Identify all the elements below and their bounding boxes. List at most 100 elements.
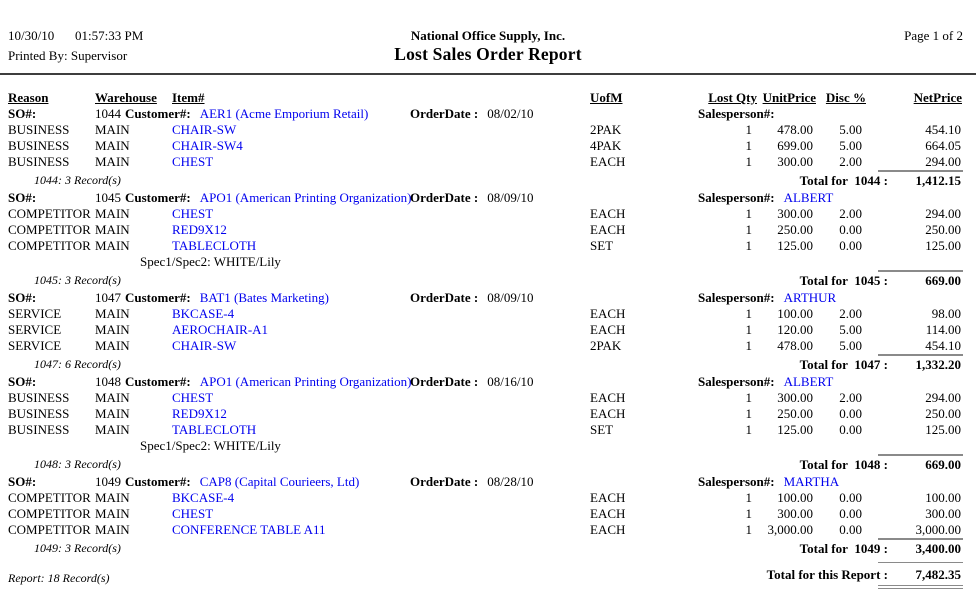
order-date-cell: OrderDate : 08/02/10: [410, 106, 533, 122]
item-link[interactable]: CHEST: [172, 154, 214, 169]
group-footer-row: 1047: 6 Record(s) Total for 1047 : 1,332.2…: [0, 354, 976, 372]
lost-qty-cell: 1: [745, 506, 753, 521]
group-total-value: 669.00: [925, 273, 961, 288]
salesperson-cell: Salesperson#: ALBERT: [698, 374, 833, 390]
uofm-cell: EACH: [590, 206, 626, 221]
customer-link[interactable]: BAT1 (Bates Marketing): [199, 290, 329, 305]
salesperson-label: Salesperson#:: [698, 106, 775, 121]
item-link[interactable]: CHEST: [172, 390, 214, 405]
unit-price-cell: 699.00: [777, 138, 813, 153]
unit-price-cell: 100.00: [777, 306, 813, 321]
item-link[interactable]: BKCASE-4: [172, 306, 235, 321]
net-price-cell: 114.00: [925, 322, 961, 337]
print-time: 01:57:33 PM: [75, 28, 144, 43]
reason-cell: BUSINESS: [8, 154, 70, 169]
salesperson-link[interactable]: ALBERT: [783, 374, 834, 389]
customer-label: Customer#:: [125, 190, 191, 205]
item-link[interactable]: CHEST: [172, 506, 214, 521]
item-link[interactable]: RED9X12: [172, 222, 227, 237]
item-link[interactable]: CHAIR-SW4: [172, 138, 243, 153]
order-date-label: OrderDate :: [410, 374, 479, 389]
disc-cell: 2.00: [839, 206, 862, 221]
salesperson-link[interactable]: ARTHUR: [783, 290, 837, 305]
customer-link[interactable]: AER1 (Acme Emporium Retail): [199, 106, 369, 121]
reason-cell: BUSINESS: [8, 138, 70, 153]
salesperson-link[interactable]: ALBERT: [783, 190, 834, 205]
so-label: SO#:: [8, 190, 37, 205]
lost-qty-cell: 1: [745, 338, 753, 353]
net-price-cell: 125.00: [925, 238, 961, 253]
column-header-net-price: NetPrice: [913, 90, 962, 105]
item-row: SERVICE MAIN CHAIR-SW 2PAK 1 478.00 5.00 454.10: [0, 338, 976, 354]
order-date-value: 08/09/10: [487, 190, 534, 205]
net-price-cell: 454.10: [925, 122, 961, 137]
order-date-value: 08/28/10: [487, 474, 534, 489]
reason-cell: COMPETITOR: [8, 206, 91, 221]
item-link[interactable]: TABLECLOTH: [172, 238, 257, 253]
warehouse-cell: MAIN: [95, 122, 130, 137]
so-header-row: SO#: 1048 Customer#: APO1 (American Printin…: [0, 374, 976, 390]
customer-label: Customer#:: [125, 290, 191, 305]
page-indicator: Page 1 of 2: [904, 28, 963, 43]
reason-cell: COMPETITOR: [8, 506, 91, 521]
customer-cell: Customer#: APO1 (American Printing Organi…: [125, 190, 411, 206]
report-footer: Report: 18 Record(s) Total for this Repo…: [0, 562, 976, 593]
unit-price-cell: 300.00: [777, 206, 813, 221]
net-price-cell: 294.00: [925, 206, 961, 221]
lost-qty-cell: 1: [745, 406, 753, 421]
net-price-cell: 454.10: [925, 338, 961, 353]
order-date-value: 08/16/10: [487, 374, 534, 389]
item-link[interactable]: CHAIR-SW: [172, 122, 237, 137]
customer-link[interactable]: APO1 (American Printing Organization): [199, 190, 412, 205]
item-link[interactable]: CHEST: [172, 206, 214, 221]
salesperson-label: Salesperson#:: [698, 190, 775, 205]
order-date-label: OrderDate :: [410, 474, 479, 489]
item-link[interactable]: CHAIR-SW: [172, 338, 237, 353]
item-row: BUSINESS MAIN RED9X12 EACH 1 250.00 0.00 250.00: [0, 406, 976, 422]
item-row: COMPETITOR MAIN CHEST EACH 1 300.00 0.00 300.00: [0, 506, 976, 522]
so-number: 1044: [95, 106, 121, 121]
disc-cell: 5.00: [839, 122, 862, 137]
reason-cell: SERVICE: [8, 306, 62, 321]
item-link[interactable]: BKCASE-4: [172, 490, 235, 505]
order-date-cell: OrderDate : 08/16/10: [410, 374, 533, 390]
customer-link[interactable]: CAP8 (Capital Courieers, Ltd): [199, 474, 360, 489]
net-price-cell: 250.00: [925, 406, 961, 421]
so-label: SO#:: [8, 290, 37, 305]
disc-cell: 5.00: [839, 322, 862, 337]
salesperson-label: Salesperson#:: [698, 290, 775, 305]
item-link[interactable]: RED9X12: [172, 406, 227, 421]
group-total-label: Total for 1049 :: [799, 541, 888, 556]
group-total-rule: [878, 170, 963, 172]
report-content: Reason Warehouse Item# UofM Lost Qty Uni…: [0, 90, 976, 593]
item-link[interactable]: TABLECLOTH: [172, 422, 257, 437]
group-record-count: 1045: 3 Record(s): [34, 273, 121, 287]
so-header-row: SO#: 1047 Customer#: BAT1 (Bates Marketing)…: [0, 290, 976, 306]
disc-cell: 0.00: [839, 506, 862, 521]
group-record-count: 1049: 3 Record(s): [34, 541, 121, 555]
warehouse-cell: MAIN: [95, 390, 130, 405]
warehouse-cell: MAIN: [95, 306, 130, 321]
salesperson-link[interactable]: MARTHA: [783, 474, 840, 489]
reason-cell: COMPETITOR: [8, 222, 91, 237]
net-price-cell: 300.00: [925, 506, 961, 521]
so-group: SO#: 1048 Customer#: APO1 (American Printin…: [0, 374, 976, 472]
item-row: BUSINESS MAIN CHEST EACH 1 300.00 2.00 294.00: [0, 390, 976, 406]
group-record-count: 1044: 3 Record(s): [34, 173, 121, 187]
group-total-value: 1,412.15: [915, 173, 962, 188]
item-link[interactable]: AEROCHAIR-A1: [172, 322, 269, 337]
lost-qty-cell: 1: [745, 138, 753, 153]
column-header-item: Item#: [172, 90, 205, 105]
item-link[interactable]: CONFERENCE TABLE A11: [172, 522, 326, 537]
uofm-cell: 2PAK: [590, 338, 622, 353]
so-header-row: SO#: 1049 Customer#: CAP8 (Capital Courieer…: [0, 474, 976, 490]
unit-price-cell: 478.00: [777, 338, 813, 353]
unit-price-cell: 300.00: [777, 154, 813, 169]
so-group: SO#: 1047 Customer#: BAT1 (Bates Marketing)…: [0, 290, 976, 372]
disc-cell: 2.00: [839, 390, 862, 405]
reason-cell: SERVICE: [8, 322, 62, 337]
so-number: 1048: [95, 374, 121, 389]
warehouse-cell: MAIN: [95, 490, 130, 505]
customer-link[interactable]: APO1 (American Printing Organization): [199, 374, 412, 389]
reason-cell: BUSINESS: [8, 122, 70, 137]
